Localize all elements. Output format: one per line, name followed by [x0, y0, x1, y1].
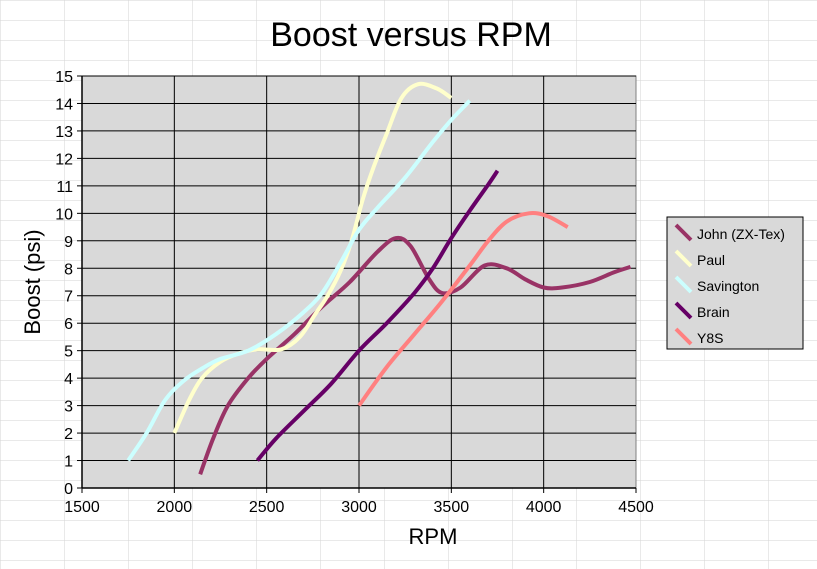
series-line-brain — [255, 169, 500, 462]
y-tick-label: 14 — [55, 96, 73, 113]
y-tick-label: 2 — [64, 426, 73, 443]
y-tick-label: 5 — [64, 344, 73, 361]
legend-label-john-zx-tex: John (ZX-Tex) — [697, 226, 785, 242]
y-tick-label: 6 — [64, 316, 73, 333]
legend-swatch-y8s — [674, 327, 693, 346]
series-line-y8s — [357, 211, 569, 407]
y-tick-label: 8 — [64, 261, 73, 278]
y-tick-label: 13 — [55, 124, 73, 141]
series-lines — [126, 81, 632, 475]
y-tick-label: 11 — [56, 179, 73, 196]
legend-label-brain: Brain — [697, 304, 730, 320]
legend: John (ZX-Tex) Paul Savington Brain Y8S — [666, 216, 804, 350]
legend-swatch-paul — [674, 249, 693, 268]
y-axis-label: Boost (psi) — [20, 229, 45, 334]
legend-label-savington: Savington — [697, 278, 759, 294]
legend-swatch-savington — [674, 275, 693, 294]
x-tick-label: 3000 — [341, 499, 377, 516]
x-axis-ticks: 1500 2000 2500 3000 3500 4000 4500 — [64, 488, 654, 516]
x-tick-label: 2000 — [157, 499, 193, 516]
y-tick-label: 10 — [55, 206, 73, 223]
series-line-john-zx-tex — [198, 235, 632, 475]
series-line-paul — [172, 81, 453, 434]
x-tick-label: 4000 — [526, 499, 562, 516]
x-tick-label: 2500 — [249, 499, 285, 516]
y-tick-label: 9 — [64, 234, 73, 251]
y-tick-label: 7 — [64, 289, 73, 306]
series-line-savington — [126, 99, 472, 462]
y-tick-label: 15 — [55, 69, 73, 86]
legend-label-paul: Paul — [697, 252, 725, 268]
x-tick-label: 4500 — [618, 499, 654, 516]
x-axis-label: RPM — [409, 524, 458, 549]
y-tick-label: 0 — [64, 481, 73, 498]
legend-label-y8s: Y8S — [697, 330, 723, 346]
legend-swatch-john-zx-tex — [674, 223, 693, 242]
x-tick-label: 3500 — [434, 499, 470, 516]
chart-title: Boost versus RPM — [270, 16, 552, 54]
x-tick-label: 1500 — [64, 499, 100, 516]
y-tick-label: 12 — [55, 151, 73, 168]
y-tick-label: 4 — [64, 371, 73, 388]
legend-swatch-brain — [674, 301, 693, 320]
y-tick-label: 3 — [64, 399, 73, 416]
y-tick-label: 1 — [64, 454, 73, 471]
